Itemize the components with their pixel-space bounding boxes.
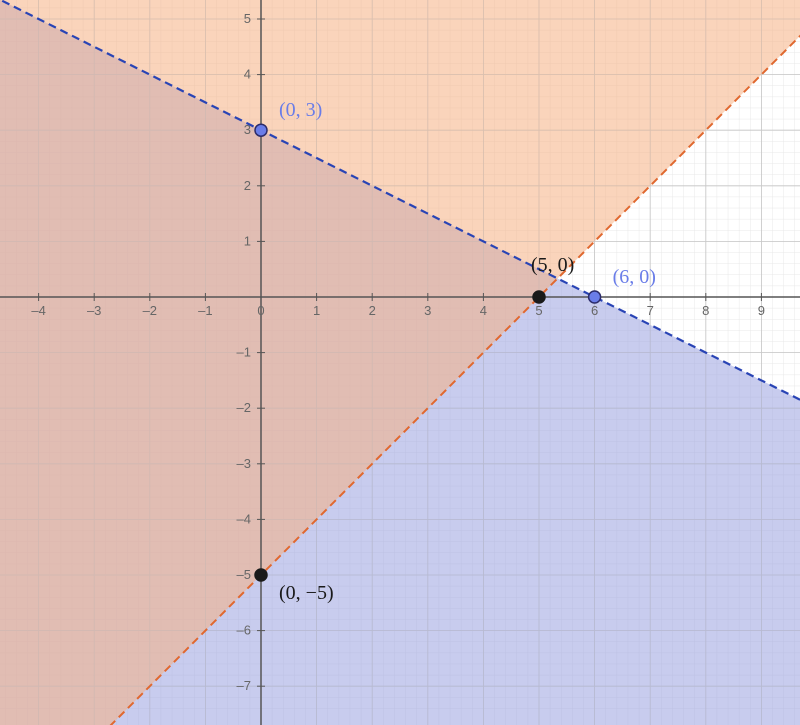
y-tick-label: –1 <box>237 345 251 360</box>
point-label: (0, 3) <box>279 99 322 121</box>
x-tick-label: 7 <box>647 303 654 318</box>
chart-svg: –4–3–2–10123456789–7–6–5–4–3–2–112345(0,… <box>0 0 800 725</box>
x-tick-label: –3 <box>87 303 101 318</box>
regions <box>0 0 800 725</box>
y-tick-label: –2 <box>237 400 251 415</box>
point <box>255 124 267 136</box>
point-label: (6, 0) <box>613 266 656 288</box>
y-tick-label: 1 <box>244 233 251 248</box>
point-label: (5, 0) <box>531 254 574 276</box>
x-tick-label: 9 <box>758 303 765 318</box>
y-tick-label: –5 <box>237 567 251 582</box>
inequality-graph: –4–3–2–10123456789–7–6–5–4–3–2–112345(0,… <box>0 0 800 725</box>
x-tick-label: 8 <box>702 303 709 318</box>
y-tick-label: 4 <box>244 67 251 82</box>
y-tick-label: –6 <box>237 623 251 638</box>
point-label: (0, −5) <box>279 582 334 604</box>
x-tick-label: 6 <box>591 303 598 318</box>
y-tick-label: –4 <box>237 511 251 526</box>
y-tick-label: –7 <box>237 678 251 693</box>
x-tick-label: 0 <box>257 303 264 318</box>
x-tick-label: 2 <box>369 303 376 318</box>
point <box>255 569 267 581</box>
x-tick-label: 1 <box>313 303 320 318</box>
y-tick-label: 2 <box>244 178 251 193</box>
x-tick-label: 3 <box>424 303 431 318</box>
x-tick-label: –4 <box>31 303 45 318</box>
point <box>589 291 601 303</box>
x-tick-label: 5 <box>535 303 542 318</box>
x-tick-label: –1 <box>198 303 212 318</box>
y-tick-label: 5 <box>244 11 251 26</box>
x-tick-label: 4 <box>480 303 487 318</box>
point <box>533 291 545 303</box>
x-tick-label: –2 <box>143 303 157 318</box>
y-tick-label: –3 <box>237 456 251 471</box>
